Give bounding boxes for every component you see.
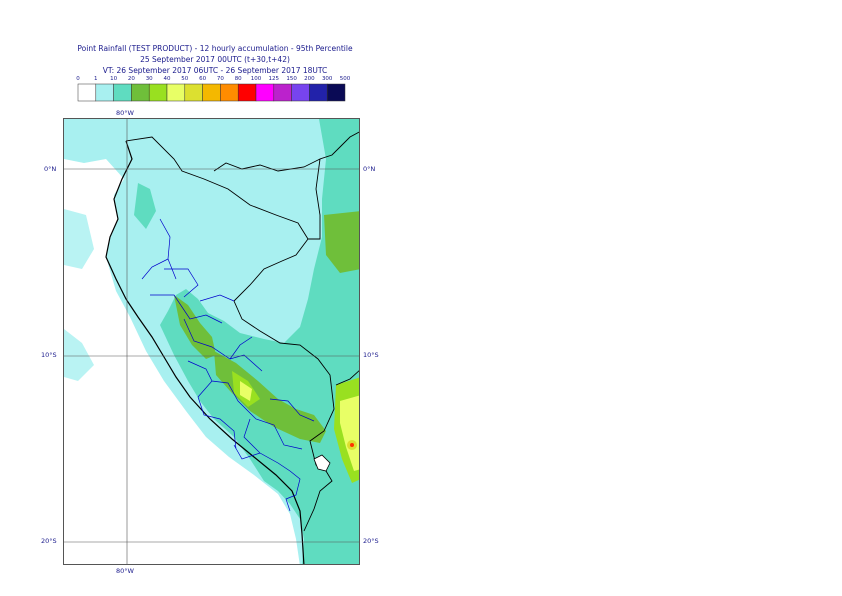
legend-swatch <box>255 83 275 102</box>
legend-threshold-label: 40 <box>164 76 171 82</box>
lon-label-bottom: 80°W <box>116 567 134 575</box>
legend-swatch <box>95 83 114 102</box>
lon-label-top: 80°W <box>116 109 134 117</box>
lat-label-0-left: 0°N <box>44 165 57 173</box>
legend-swatch <box>113 83 132 102</box>
rain-band-10-20 <box>160 119 359 564</box>
rain-peak <box>350 443 354 447</box>
legend-threshold-label: 0 <box>76 76 80 82</box>
coastline <box>105 140 305 564</box>
map-title: Point Rainfall (TEST PRODUCT) - 12 hourl… <box>77 44 353 53</box>
lat-label-10-right: 10°S <box>363 351 379 359</box>
legend-swatch <box>220 83 239 102</box>
legend-threshold-label: 200 <box>304 76 315 82</box>
legend-swatch <box>202 83 221 102</box>
map-canvas <box>64 119 359 564</box>
legend-swatch <box>166 83 186 102</box>
legend-swatch <box>237 83 257 102</box>
legend-threshold-label: 70 <box>217 76 224 82</box>
lat-label-20-right: 20°S <box>363 537 379 545</box>
rain-ocean-speckle <box>64 209 94 381</box>
map-subtitle-run: 25 September 2017 00UTC (t+30,t+42) <box>140 55 290 64</box>
rain-band-10-20-north <box>134 183 156 229</box>
legend-swatch <box>184 83 203 102</box>
legend-threshold-label: 50 <box>181 76 188 82</box>
legend-threshold-label: 30 <box>146 76 153 82</box>
country-borders <box>125 131 359 532</box>
legend-swatch <box>273 83 292 102</box>
legend-threshold-label: 1 <box>94 76 98 82</box>
rain-band-30-40 <box>232 371 359 483</box>
graticule <box>64 119 359 564</box>
lat-label-10-left: 10°S <box>41 351 57 359</box>
legend-swatch <box>148 83 168 102</box>
rainfall-map <box>63 118 360 565</box>
legend-threshold-label: 500 <box>340 76 351 82</box>
legend-threshold-label: 125 <box>269 76 280 82</box>
lake-titicaca <box>313 454 331 472</box>
legend-threshold-label: 80 <box>235 76 242 82</box>
lat-label-20-left: 20°S <box>41 537 57 545</box>
legend-swatch <box>291 83 310 102</box>
legend-threshold-label: 60 <box>199 76 206 82</box>
region-borders <box>141 218 315 512</box>
legend-threshold-label: 300 <box>322 76 333 82</box>
legend-swatch <box>131 83 150 102</box>
legend-swatch <box>77 83 97 102</box>
rain-band-20-30 <box>174 211 359 443</box>
lat-label-0-right: 0°N <box>363 165 376 173</box>
color-legend: 0 1 10 20 30 40 50 60 70 80 100 125 150 200 300 500 <box>76 76 351 102</box>
legend-threshold-label: 100 <box>251 76 262 82</box>
legend-swatch <box>326 83 346 102</box>
legend-threshold-label: 150 <box>286 76 297 82</box>
legend-threshold-label: 20 <box>128 76 135 82</box>
legend-swatch <box>309 83 328 102</box>
legend-threshold-label: 10 <box>110 76 117 82</box>
map-subtitle-validity: VT: 26 September 2017 06UTC - 26 Septemb… <box>102 66 328 75</box>
